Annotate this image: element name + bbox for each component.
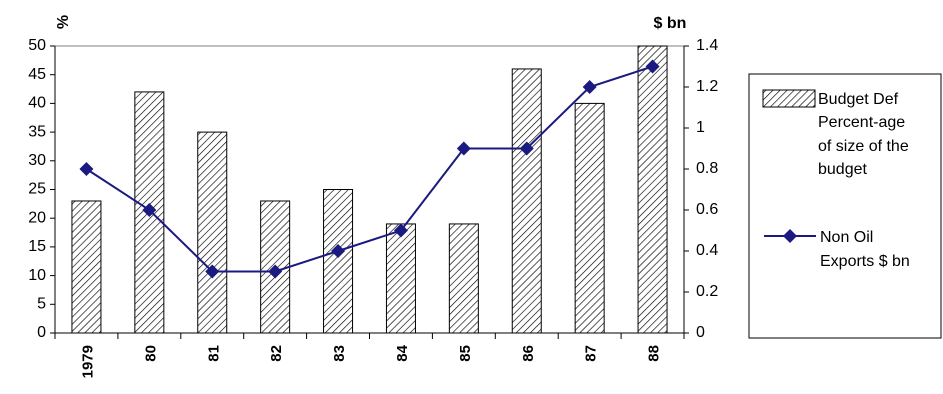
right-tick-label: 1.2	[696, 78, 718, 95]
right-tick-label: 0.2	[696, 283, 718, 300]
left-tick-label: 0	[37, 324, 46, 341]
x-tick-label: 88	[646, 345, 663, 362]
legend-bar-label-line-2: Percent-age	[818, 114, 905, 131]
right-tick-label: 0	[696, 324, 705, 341]
x-tick-label: 80	[142, 345, 159, 362]
line-series	[79, 59, 660, 279]
right-tick-label: 1	[696, 119, 705, 136]
bar-85	[448, 223, 479, 334]
bar-88	[637, 45, 668, 334]
right-tick-label: 1.4	[696, 37, 718, 54]
left-tick-label: 45	[28, 66, 46, 83]
bar-series	[71, 45, 668, 334]
left-tick-label: 25	[28, 181, 46, 198]
bar-1979	[71, 200, 102, 334]
line-marker-1979	[79, 162, 94, 176]
line-marker-86	[519, 141, 534, 156]
legend-bar-swatch	[762, 89, 816, 108]
bar-84	[385, 223, 416, 334]
left-tick-label: 30	[28, 152, 46, 169]
legend-bar-label-line-1: Budget Def	[818, 91, 899, 108]
x-tick-label: 87	[583, 345, 600, 362]
legend-line-marker	[783, 229, 797, 243]
x-tick-label: 84	[394, 344, 411, 361]
legend-bar-label-line-3: of size of the	[818, 138, 909, 155]
legend-line-label-line-1: Non Oil	[820, 229, 873, 246]
left-tick-label: 35	[28, 123, 46, 140]
right-axis-ticks: 0 0.2 0.4 0.6 0.8 1 1.2 1.4	[684, 37, 718, 341]
bar-81	[197, 131, 228, 334]
left-tick-label: 50	[28, 37, 46, 54]
bar-87	[574, 102, 605, 334]
left-tick-label: 40	[28, 95, 46, 112]
non-oil-exports-line	[85, 65, 653, 273]
legend: Budget Def Percent-age of size of the bu…	[748, 73, 942, 339]
x-tick-label: 85	[457, 345, 474, 362]
line-marker-85	[456, 141, 471, 156]
legend-line-label-line-2: Exports $ bn	[820, 253, 910, 270]
legend-bar-label-line-4: budget	[818, 161, 867, 178]
bar-86	[511, 68, 542, 334]
right-tick-label: 0.4	[696, 242, 718, 259]
x-tick-label: 81	[205, 345, 222, 362]
left-tick-label: 5	[37, 296, 46, 313]
left-axis-unit-label: %	[55, 15, 72, 29]
left-axis-ticks: 0 5 10 15 20 25 30 35 40 45 50	[28, 37, 55, 341]
left-tick-label: 15	[28, 238, 46, 255]
x-tick-label: 82	[268, 345, 285, 362]
line-marker-81	[205, 264, 220, 279]
x-tick-label: 86	[520, 345, 537, 362]
x-axis-ticks: 1979 80 81 82 83 84 85 86 87 88	[54, 333, 685, 378]
bar-83	[323, 189, 354, 334]
right-tick-label: 0.6	[696, 201, 718, 218]
line-marker-84	[393, 223, 408, 238]
line-marker-82	[268, 264, 283, 279]
legend-box	[748, 73, 942, 339]
line-marker-88	[645, 59, 660, 74]
left-tick-label: 10	[28, 267, 46, 284]
left-tick-label: 20	[28, 209, 46, 226]
x-tick-label: 1979	[79, 345, 96, 378]
line-marker-87	[582, 80, 597, 94]
right-tick-label: 0.8	[696, 160, 718, 177]
line-marker-80	[142, 203, 157, 217]
right-axis-unit-label: $ bn	[654, 15, 687, 32]
x-tick-label: 83	[331, 345, 348, 362]
line-marker-83	[331, 244, 346, 258]
